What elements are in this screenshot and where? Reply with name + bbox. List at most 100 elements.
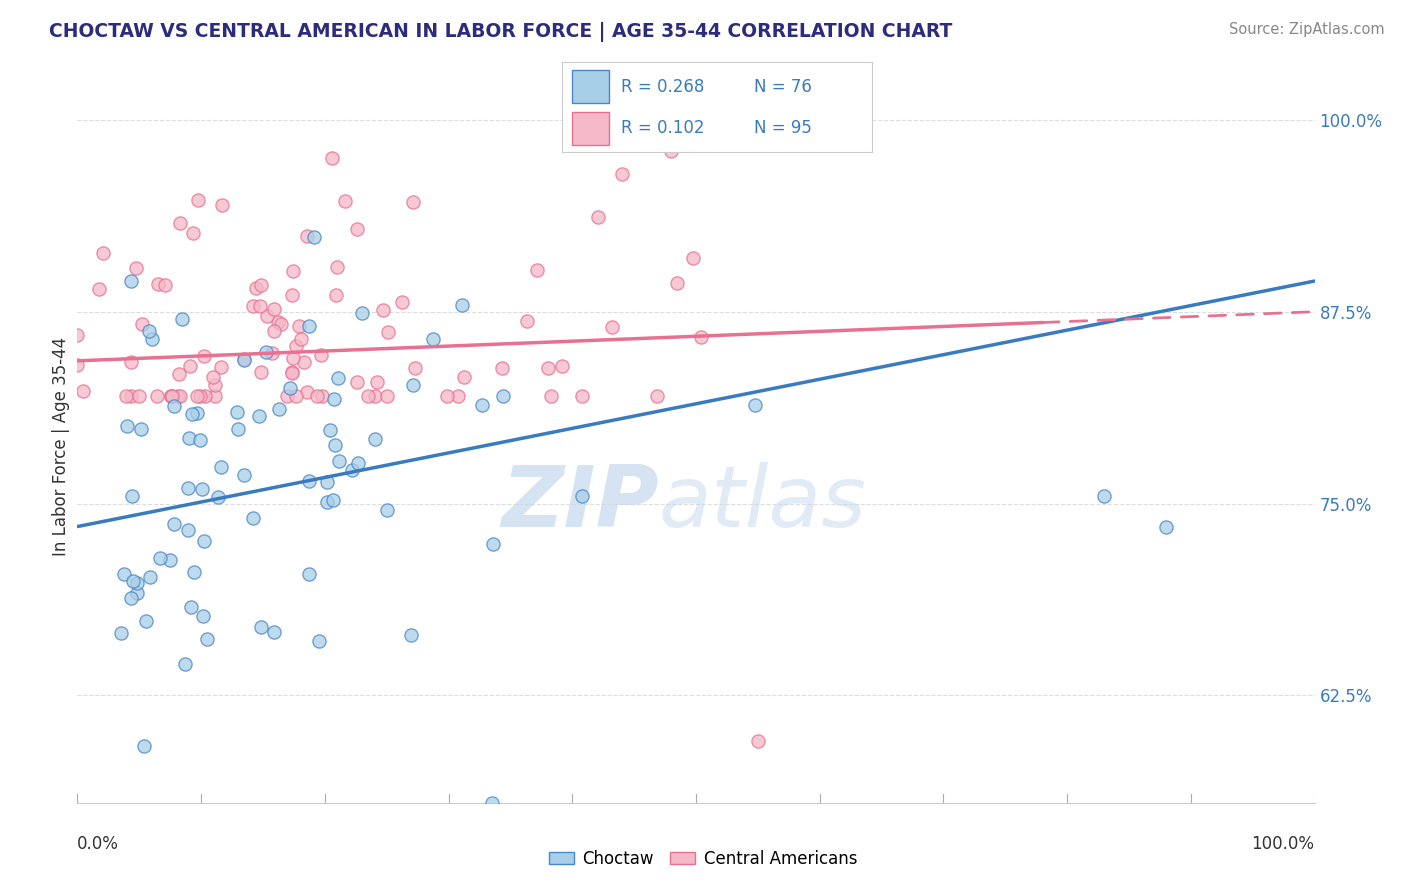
Point (169, 216, 191, 230)
Point (540, 389, 562, 403)
Point (610, 167, 633, 181)
Point (283, 264, 305, 278)
Point (193, 349, 215, 363)
Point (422, 332, 444, 346)
Point (129, 422, 152, 436)
Point (121, 574, 143, 588)
Point (364, 389, 387, 403)
Point (159, 552, 181, 566)
Point (280, 366, 302, 380)
Point (744, 398, 766, 412)
Point (254, 344, 277, 359)
Point (233, 351, 256, 366)
Point (371, 303, 394, 318)
Point (276, 389, 298, 403)
Point (186, 406, 208, 420)
Point (66, 359, 89, 373)
Point (91, 246, 114, 260)
Point (242, 511, 264, 525)
Point (308, 633, 330, 648)
Point (177, 481, 200, 495)
Point (163, 399, 186, 413)
Point (149, 551, 172, 566)
Text: CHOCTAW VS CENTRAL AMERICAN IN LABOR FORCE | AGE 35-44 CORRELATION CHART: CHOCTAW VS CENTRAL AMERICAN IN LABOR FOR… (49, 22, 953, 42)
Point (110, 626, 132, 640)
Point (682, 251, 704, 265)
Point (281, 366, 304, 380)
Point (375, 503, 398, 517)
Point (304, 229, 326, 244)
Point (195, 632, 218, 647)
Point (125, 586, 148, 600)
Point (600, 319, 623, 334)
Point (292, 355, 315, 369)
Point (179, 359, 201, 373)
Point (491, 361, 513, 376)
Point (225, 405, 247, 419)
Point (131, 318, 153, 332)
Point (146, 277, 169, 291)
Point (471, 398, 494, 412)
Point (295, 384, 318, 399)
Point (180, 407, 202, 421)
Point (262, 345, 284, 359)
Point (270, 317, 292, 331)
Point (453, 369, 475, 384)
Point (146, 389, 169, 403)
Point (375, 389, 398, 403)
Point (181, 226, 204, 240)
Point (191, 609, 214, 624)
Point (492, 389, 515, 403)
Point (516, 314, 538, 328)
Point (290, 332, 312, 346)
Point (298, 474, 321, 488)
Point (194, 389, 217, 403)
Point (139, 570, 162, 584)
Point (446, 389, 468, 403)
Point (391, 294, 413, 309)
Point (209, 459, 232, 474)
Point (399, 628, 422, 642)
Point (250, 365, 273, 379)
Point (328, 454, 350, 468)
Point (357, 389, 380, 403)
Point (298, 567, 321, 582)
Point (183, 565, 205, 579)
Point (328, 371, 350, 385)
Point (159, 389, 181, 403)
Point (305, 389, 328, 403)
Point (326, 260, 349, 274)
Point (169, 368, 191, 382)
Point (333, 194, 356, 208)
Point (347, 456, 370, 470)
Point (188, 389, 211, 403)
Point (204, 389, 226, 403)
Point (162, 389, 184, 403)
Point (163, 517, 186, 532)
Point (125, 260, 148, 275)
Text: 0.0%: 0.0% (77, 835, 120, 853)
Point (315, 495, 337, 509)
Point (321, 151, 343, 165)
Point (87, 282, 110, 296)
Point (211, 360, 233, 375)
Point (232, 353, 254, 368)
Point (571, 389, 593, 403)
Text: R = 0.102: R = 0.102 (621, 120, 704, 137)
Point (323, 438, 346, 452)
Point (245, 281, 267, 295)
Point (309, 348, 332, 362)
Point (159, 389, 181, 403)
Point (285, 339, 308, 353)
Point (120, 274, 142, 288)
Point (190, 482, 212, 496)
Point (287, 318, 309, 333)
Point (115, 389, 138, 403)
Point (377, 325, 399, 339)
Point (263, 301, 285, 316)
Point (659, 144, 682, 158)
Point (256, 309, 278, 323)
Point (551, 359, 574, 373)
Point (645, 389, 668, 403)
Point (204, 377, 226, 392)
